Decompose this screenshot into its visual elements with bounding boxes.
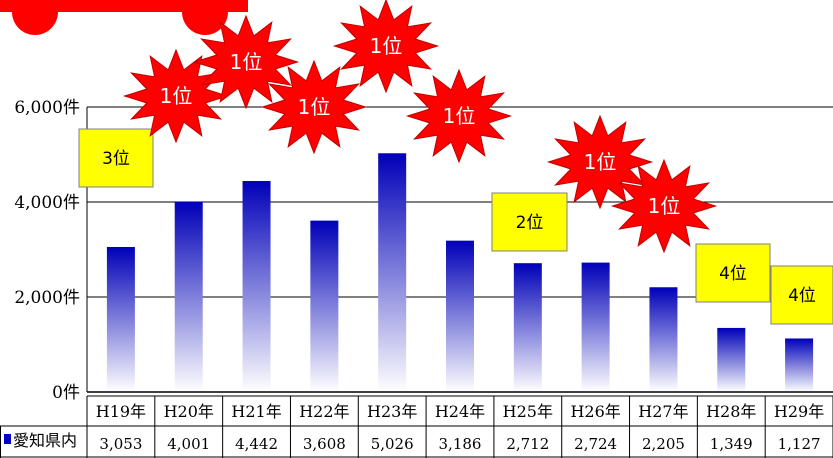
rank-burst-shape xyxy=(332,0,440,94)
value-label: 3,053 xyxy=(99,435,142,453)
category-label: H27年 xyxy=(638,402,688,421)
y-tick-label: 0件 xyxy=(52,383,80,403)
rank-burst-label: 1位 xyxy=(230,50,263,74)
rank-burst-shape xyxy=(546,114,654,210)
value-label: 2,724 xyxy=(574,435,617,453)
bar xyxy=(649,287,678,392)
rank-box-label: 4位 xyxy=(719,264,747,284)
bar xyxy=(785,338,814,392)
rank-annotations: 3位 1位 1位 1位 1位 1位 2位 1位 1位 4位 4位 xyxy=(78,0,833,325)
legend-marker xyxy=(4,434,11,444)
rank-burst-label: 1位 xyxy=(584,150,617,174)
bar xyxy=(717,327,746,392)
y-tick-label: 2,000件 xyxy=(14,288,80,308)
category-label: H19年 xyxy=(96,402,146,421)
rank-box xyxy=(78,128,154,188)
value-label: 4,001 xyxy=(167,435,210,453)
y-tick-label: 6,000件 xyxy=(14,98,80,118)
category-label: H26年 xyxy=(570,402,620,421)
rank-burst-shape xyxy=(192,14,300,110)
rank-burst-label: 1位 xyxy=(298,95,331,119)
rank-burst-label: 1位 xyxy=(370,34,403,58)
category-label: H22年 xyxy=(299,402,349,421)
rank-box-label: 3位 xyxy=(102,149,130,169)
y-tick-label: 4,000件 xyxy=(14,193,80,213)
bars xyxy=(106,153,814,392)
category-label: H28年 xyxy=(706,402,756,421)
bar xyxy=(581,262,610,392)
category-label: H29年 xyxy=(774,402,824,421)
bar xyxy=(242,181,271,392)
value-label: 2,205 xyxy=(642,435,685,453)
bar xyxy=(513,263,542,392)
header-wheel-left xyxy=(12,0,58,35)
value-label: 3,608 xyxy=(303,435,346,453)
value-label: 1,349 xyxy=(710,435,753,453)
rank-box xyxy=(491,192,568,252)
header-wheel-right xyxy=(182,0,228,35)
value-label: 4,442 xyxy=(235,435,278,453)
category-label: H23年 xyxy=(367,402,417,421)
bar xyxy=(106,246,135,392)
rank-burst-label: 1位 xyxy=(443,104,476,128)
rank-burst-label: 1位 xyxy=(648,194,681,218)
rank-burst-shape xyxy=(610,158,718,254)
rank-box xyxy=(695,243,771,303)
value-label: 2,712 xyxy=(506,435,549,453)
category-label: H20年 xyxy=(164,402,214,421)
bar xyxy=(174,201,203,392)
value-label: 5,026 xyxy=(371,435,414,453)
rank-burst-shape xyxy=(260,59,368,155)
bar xyxy=(310,220,339,392)
legend-label: 愛知県内 xyxy=(13,431,77,450)
value-label: 1,127 xyxy=(778,435,821,453)
rank-burst-shape xyxy=(405,68,513,164)
rank-box-label: 2位 xyxy=(516,213,544,233)
bar xyxy=(446,240,474,392)
rank-box xyxy=(770,265,833,325)
rank-burst-label: 1位 xyxy=(160,84,193,108)
data-table: H19年 H20年 H21年 H22年 H23年 H24年 H25年 H26年 H27年 H28年… xyxy=(0,395,833,458)
bar xyxy=(378,153,407,392)
value-label: 3,186 xyxy=(439,435,482,453)
category-label: H25年 xyxy=(503,402,553,421)
header-decoration xyxy=(0,0,248,35)
rank-box-label: 4位 xyxy=(788,286,816,306)
category-label: H24年 xyxy=(435,402,485,421)
category-label: H21年 xyxy=(231,402,281,421)
